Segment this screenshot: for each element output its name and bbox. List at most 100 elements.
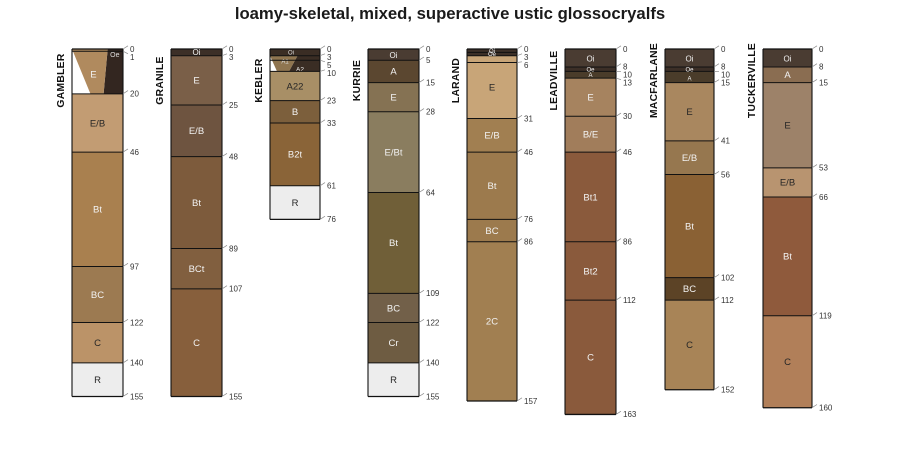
svg-text:LEADVILLE: LEADVILLE xyxy=(549,51,560,111)
svg-text:140: 140 xyxy=(426,359,440,368)
svg-text:157: 157 xyxy=(524,397,538,406)
svg-text:Oi: Oi xyxy=(587,54,595,63)
svg-text:61: 61 xyxy=(327,182,336,191)
svg-text:E/B: E/B xyxy=(90,118,105,129)
svg-text:1: 1 xyxy=(130,53,135,62)
svg-text:2C: 2C xyxy=(486,317,498,328)
svg-text:GRANILE: GRANILE xyxy=(155,56,166,104)
svg-text:BC: BC xyxy=(485,226,498,237)
svg-text:TUCKERVILLE: TUCKERVILLE xyxy=(747,43,758,118)
svg-text:B/E: B/E xyxy=(583,130,598,141)
svg-text:Bt: Bt xyxy=(488,181,497,192)
svg-text:E: E xyxy=(686,107,692,118)
svg-text:Oi: Oi xyxy=(686,54,694,63)
svg-text:C: C xyxy=(193,338,200,349)
svg-text:15: 15 xyxy=(819,78,828,87)
svg-text:122: 122 xyxy=(130,318,144,327)
svg-text:BC: BC xyxy=(683,284,696,295)
svg-text:13: 13 xyxy=(623,79,632,88)
svg-text:109: 109 xyxy=(426,289,440,298)
svg-text:Bt: Bt xyxy=(389,238,398,249)
svg-text:E: E xyxy=(193,76,199,87)
svg-text:15: 15 xyxy=(721,79,730,88)
svg-text:155: 155 xyxy=(229,392,243,401)
svg-text:KEBLER: KEBLER xyxy=(254,58,265,102)
svg-text:56: 56 xyxy=(721,170,730,179)
svg-text:C: C xyxy=(94,338,101,349)
svg-text:R: R xyxy=(390,375,397,386)
svg-text:Bt2: Bt2 xyxy=(583,266,597,277)
svg-text:C: C xyxy=(784,357,791,368)
svg-text:0: 0 xyxy=(426,45,431,54)
svg-text:Bt: Bt xyxy=(783,252,792,263)
svg-text:163: 163 xyxy=(623,410,637,419)
svg-text:E/B: E/B xyxy=(484,131,499,142)
svg-text:E: E xyxy=(489,82,495,93)
svg-text:10: 10 xyxy=(327,69,336,78)
svg-text:Cr: Cr xyxy=(388,338,398,349)
svg-text:46: 46 xyxy=(524,148,533,157)
svg-text:53: 53 xyxy=(819,164,828,173)
svg-text:GAMBLER: GAMBLER xyxy=(56,53,67,107)
svg-text:Oi: Oi xyxy=(193,48,201,57)
svg-text:46: 46 xyxy=(130,148,139,157)
svg-text:LARAND: LARAND xyxy=(451,58,462,103)
svg-text:Oe: Oe xyxy=(685,67,694,73)
svg-text:160: 160 xyxy=(819,404,833,413)
svg-text:46: 46 xyxy=(623,148,632,157)
svg-text:Bt: Bt xyxy=(685,221,694,232)
svg-text:A: A xyxy=(687,76,691,82)
svg-text:97: 97 xyxy=(130,262,139,271)
svg-text:86: 86 xyxy=(524,238,533,247)
svg-text:6: 6 xyxy=(524,61,529,70)
svg-text:155: 155 xyxy=(426,392,440,401)
svg-text:Oe: Oe xyxy=(110,52,119,59)
svg-text:R: R xyxy=(94,375,101,386)
svg-text:BC: BC xyxy=(91,290,104,301)
svg-text:B: B xyxy=(292,107,298,118)
svg-text:E/Bt: E/Bt xyxy=(385,147,403,158)
svg-text:0: 0 xyxy=(721,45,726,54)
svg-text:66: 66 xyxy=(819,193,828,202)
svg-text:8: 8 xyxy=(819,63,824,72)
svg-text:Oi: Oi xyxy=(784,54,792,63)
svg-text:41: 41 xyxy=(721,137,730,146)
svg-text:155: 155 xyxy=(130,392,144,401)
svg-text:E: E xyxy=(390,93,396,104)
svg-text:20: 20 xyxy=(130,90,139,99)
svg-text:Bt: Bt xyxy=(192,198,201,209)
svg-text:R: R xyxy=(292,198,299,209)
svg-text:64: 64 xyxy=(426,188,435,197)
svg-text:A: A xyxy=(784,70,791,81)
svg-text:3: 3 xyxy=(229,53,234,62)
svg-text:A: A xyxy=(588,73,592,79)
svg-text:112: 112 xyxy=(623,296,636,305)
svg-text:76: 76 xyxy=(327,215,336,224)
svg-text:B2t: B2t xyxy=(288,150,303,161)
svg-text:140: 140 xyxy=(130,359,144,368)
svg-text:E: E xyxy=(90,69,96,80)
svg-text:102: 102 xyxy=(721,274,735,283)
svg-text:BCt: BCt xyxy=(189,264,205,275)
svg-text:E: E xyxy=(784,121,790,132)
svg-text:23: 23 xyxy=(327,96,336,105)
svg-text:5: 5 xyxy=(426,56,431,65)
svg-text:Bt1: Bt1 xyxy=(583,192,597,203)
svg-text:Oi: Oi xyxy=(390,51,398,60)
svg-text:119: 119 xyxy=(819,312,832,321)
svg-text:KURRIE: KURRIE xyxy=(352,60,363,101)
svg-text:E/B: E/B xyxy=(682,153,697,164)
svg-text:0: 0 xyxy=(819,45,824,54)
svg-text:MACFARLANE: MACFARLANE xyxy=(649,43,660,118)
svg-text:E/B: E/B xyxy=(189,126,204,137)
svg-text:E: E xyxy=(587,93,593,104)
svg-text:C: C xyxy=(587,353,594,364)
svg-text:BC: BC xyxy=(387,303,400,314)
svg-text:E/B: E/B xyxy=(780,178,795,189)
svg-text:86: 86 xyxy=(623,238,632,247)
svg-text:0: 0 xyxy=(623,45,628,54)
svg-text:31: 31 xyxy=(524,114,533,123)
svg-text:Oe: Oe xyxy=(488,52,497,58)
svg-text:33: 33 xyxy=(327,119,336,128)
svg-text:107: 107 xyxy=(229,285,243,294)
